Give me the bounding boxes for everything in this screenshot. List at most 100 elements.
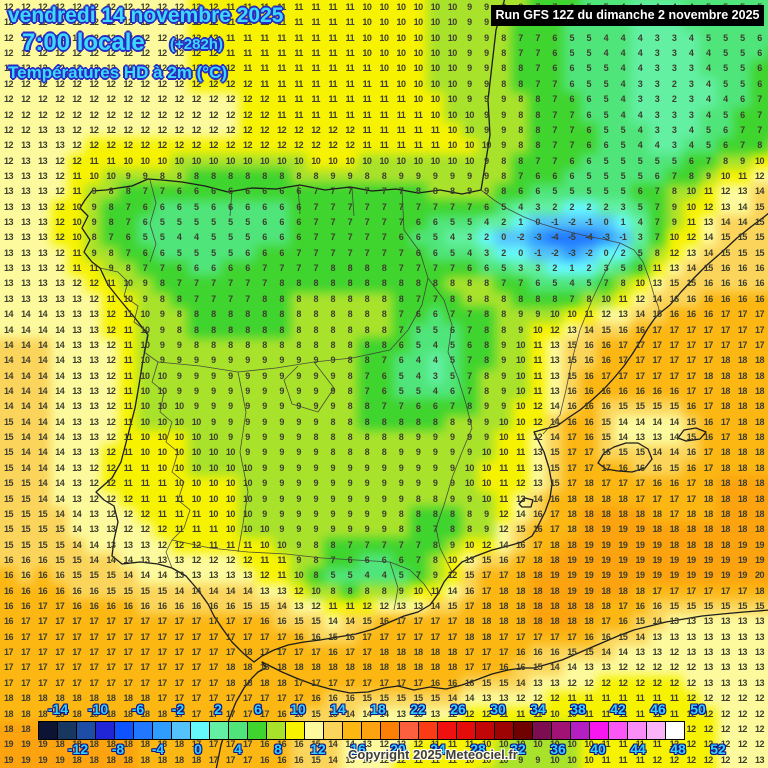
colorbar-segment: [190, 721, 210, 740]
temp-value: 17: [205, 630, 222, 645]
temp-value: 9: [256, 384, 273, 399]
temp-value: 17: [154, 676, 171, 691]
temp-value: 9: [478, 123, 495, 138]
temp-value: 14: [649, 614, 666, 629]
temp-value: 15: [17, 507, 34, 522]
temp-value: 7: [529, 154, 546, 169]
temp-value: 13: [34, 184, 51, 199]
temp-value: 7: [239, 292, 256, 307]
temp-value: 9: [154, 353, 171, 368]
temp-value: 14: [683, 261, 700, 276]
temp-value: 6: [580, 108, 597, 123]
temp-value: 9: [171, 353, 188, 368]
temp-value: 8: [512, 61, 529, 76]
colorbar-segment: [228, 721, 248, 740]
temp-value: 17: [734, 323, 751, 338]
temp-value: 5: [614, 184, 631, 199]
temp-value: 8: [256, 292, 273, 307]
temp-value: 9: [358, 507, 375, 522]
colorbar-tick-label: 22: [410, 701, 426, 717]
temp-value: 7: [393, 184, 410, 199]
temp-value: 9: [85, 184, 102, 199]
temp-value: 14: [614, 415, 631, 430]
temp-value: 6: [239, 246, 256, 261]
temp-value: 17: [34, 599, 51, 614]
temp-value: 13: [461, 553, 478, 568]
temp-value: 18: [666, 522, 683, 537]
temp-value: 14: [85, 538, 102, 553]
temp-value: 18: [700, 522, 717, 537]
temp-value: 15: [51, 553, 68, 568]
temp-value: 18: [700, 492, 717, 507]
temp-value: 10: [358, 0, 375, 15]
temp-value: 12: [597, 676, 614, 691]
temp-value: 6: [188, 184, 205, 199]
temp-value: 12: [102, 369, 119, 384]
temp-value: 5: [154, 215, 171, 230]
temp-value: 9: [205, 369, 222, 384]
temp-value: 8: [478, 292, 495, 307]
temp-value: 18: [717, 492, 734, 507]
temp-value: 2: [478, 230, 495, 245]
temp-value: 11: [375, 123, 392, 138]
temp-value: 16: [171, 599, 188, 614]
temp-value: 5: [205, 246, 222, 261]
temp-value: 5: [717, 31, 734, 46]
temp-value: 15: [683, 415, 700, 430]
temp-value: 18: [256, 676, 273, 691]
temp-value: 5: [393, 369, 410, 384]
temp-value: 14: [0, 399, 17, 414]
temp-value: 7: [427, 200, 444, 215]
temp-value: 7: [700, 154, 717, 169]
temp-value: 10: [188, 415, 205, 430]
temp-value: 13: [17, 200, 34, 215]
temp-value: 17: [683, 369, 700, 384]
temp-value: 18: [717, 353, 734, 368]
temp-value: 11: [137, 461, 154, 476]
temp-value: 11: [307, 0, 324, 15]
temp-value: 8: [529, 92, 546, 107]
temp-cell: [494, 30, 513, 47]
temp-value: 18: [717, 445, 734, 460]
temp-value: 11: [614, 292, 631, 307]
temp-value: 12: [290, 138, 307, 153]
temp-value: 12: [171, 538, 188, 553]
colorbar-segment: [608, 721, 628, 740]
temp-value: 6: [375, 384, 392, 399]
temp-value: 19: [700, 553, 717, 568]
temp-value: 9: [461, 445, 478, 460]
temp-value: 12: [239, 108, 256, 123]
temp-cell: [324, 46, 342, 63]
temp-value: 4: [375, 568, 392, 583]
temp-value: 10: [324, 154, 341, 169]
temp-cell: [153, 15, 172, 32]
temp-value: 8: [358, 399, 375, 414]
temp-value: 5: [427, 323, 444, 338]
temp-cell: [238, 0, 257, 16]
temp-value: 14: [51, 323, 68, 338]
temp-value: 11: [171, 507, 188, 522]
colorbar-tick-label: -6: [132, 701, 144, 717]
temp-value: 9: [478, 169, 495, 184]
temp-value: 17: [427, 630, 444, 645]
temp-value: 12: [119, 492, 136, 507]
temp-value: 6: [290, 215, 307, 230]
temp-value: 5: [597, 154, 614, 169]
colorbar-segment: [513, 721, 533, 740]
temp-cell: [512, 30, 530, 47]
temp-value: 3: [666, 46, 683, 61]
temp-value: 11: [171, 522, 188, 537]
temp-value: 7: [341, 538, 358, 553]
temp-value: 12: [631, 676, 648, 691]
temp-value: 14: [51, 461, 68, 476]
temp-value: 6: [444, 384, 461, 399]
temp-value: 13: [0, 276, 17, 291]
temp-value: 11: [290, 15, 307, 30]
temp-value: 3: [649, 61, 666, 76]
temp-value: 8: [307, 338, 324, 353]
temp-value: 13: [102, 538, 119, 553]
temp-value: 10: [205, 461, 222, 476]
temp-value: 16: [307, 630, 324, 645]
temp-value: 16: [85, 584, 102, 599]
